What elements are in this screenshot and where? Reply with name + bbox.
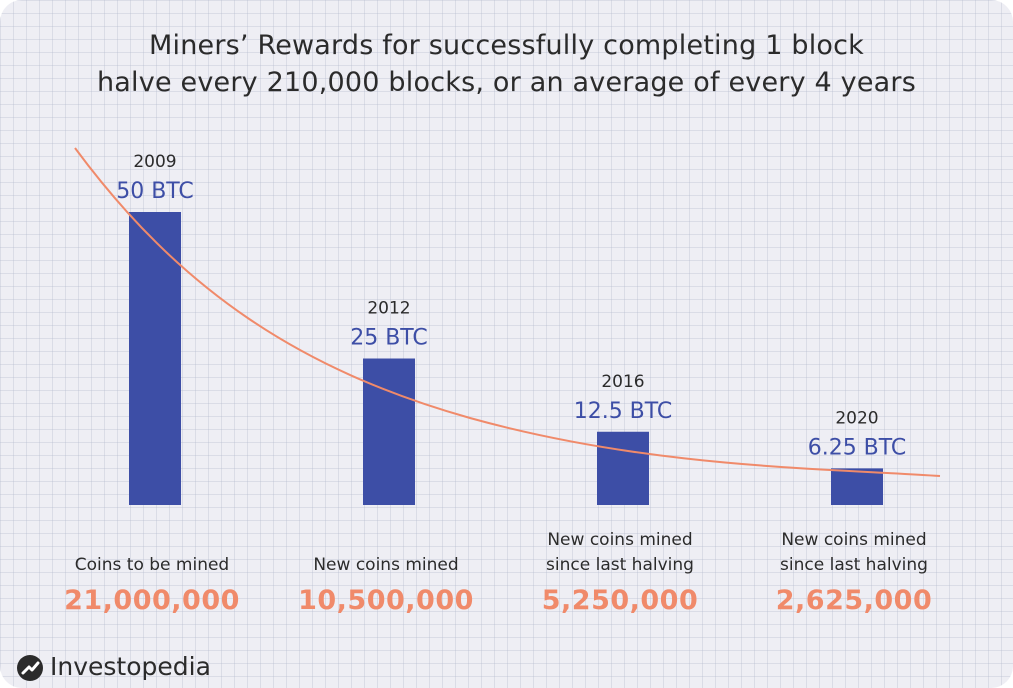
bar-2009 [129, 212, 181, 505]
chart-title-line-1: Miners’ Rewards for successfully complet… [149, 30, 864, 61]
year-label: 2009 [133, 152, 176, 172]
bar-caption: New coins mined [547, 530, 692, 550]
reward-label: 50 BTC [116, 179, 194, 204]
halving-trend-curve [74, 147, 941, 477]
bar-caption: Coins to be mined [75, 555, 229, 575]
bar-2012 [363, 358, 415, 505]
reward-label: 12.5 BTC [574, 399, 673, 424]
bar-2020 [831, 468, 883, 505]
reward-label: 6.25 BTC [808, 435, 907, 460]
reward-label: 25 BTC [350, 326, 428, 351]
investopedia-logo-icon [17, 655, 43, 681]
bar-caption: New coins mined [781, 530, 926, 550]
year-label: 2012 [367, 299, 410, 319]
bar-caption: since last halving [546, 555, 694, 575]
coins-amount: 5,250,000 [542, 585, 699, 616]
bar-caption: New coins mined [313, 555, 458, 575]
coins-amount: 2,625,000 [776, 585, 933, 616]
brand-name: Investopedia [50, 652, 211, 681]
year-label: 2020 [835, 408, 878, 428]
coins-amount: 21,000,000 [64, 585, 240, 616]
coins-amount: 10,500,000 [298, 585, 474, 616]
chart-title-line-2: halve every 210,000 blocks, or an averag… [97, 67, 916, 98]
bar-caption: since last halving [780, 555, 928, 575]
year-label: 2016 [601, 372, 644, 392]
bar-2016 [597, 431, 649, 505]
